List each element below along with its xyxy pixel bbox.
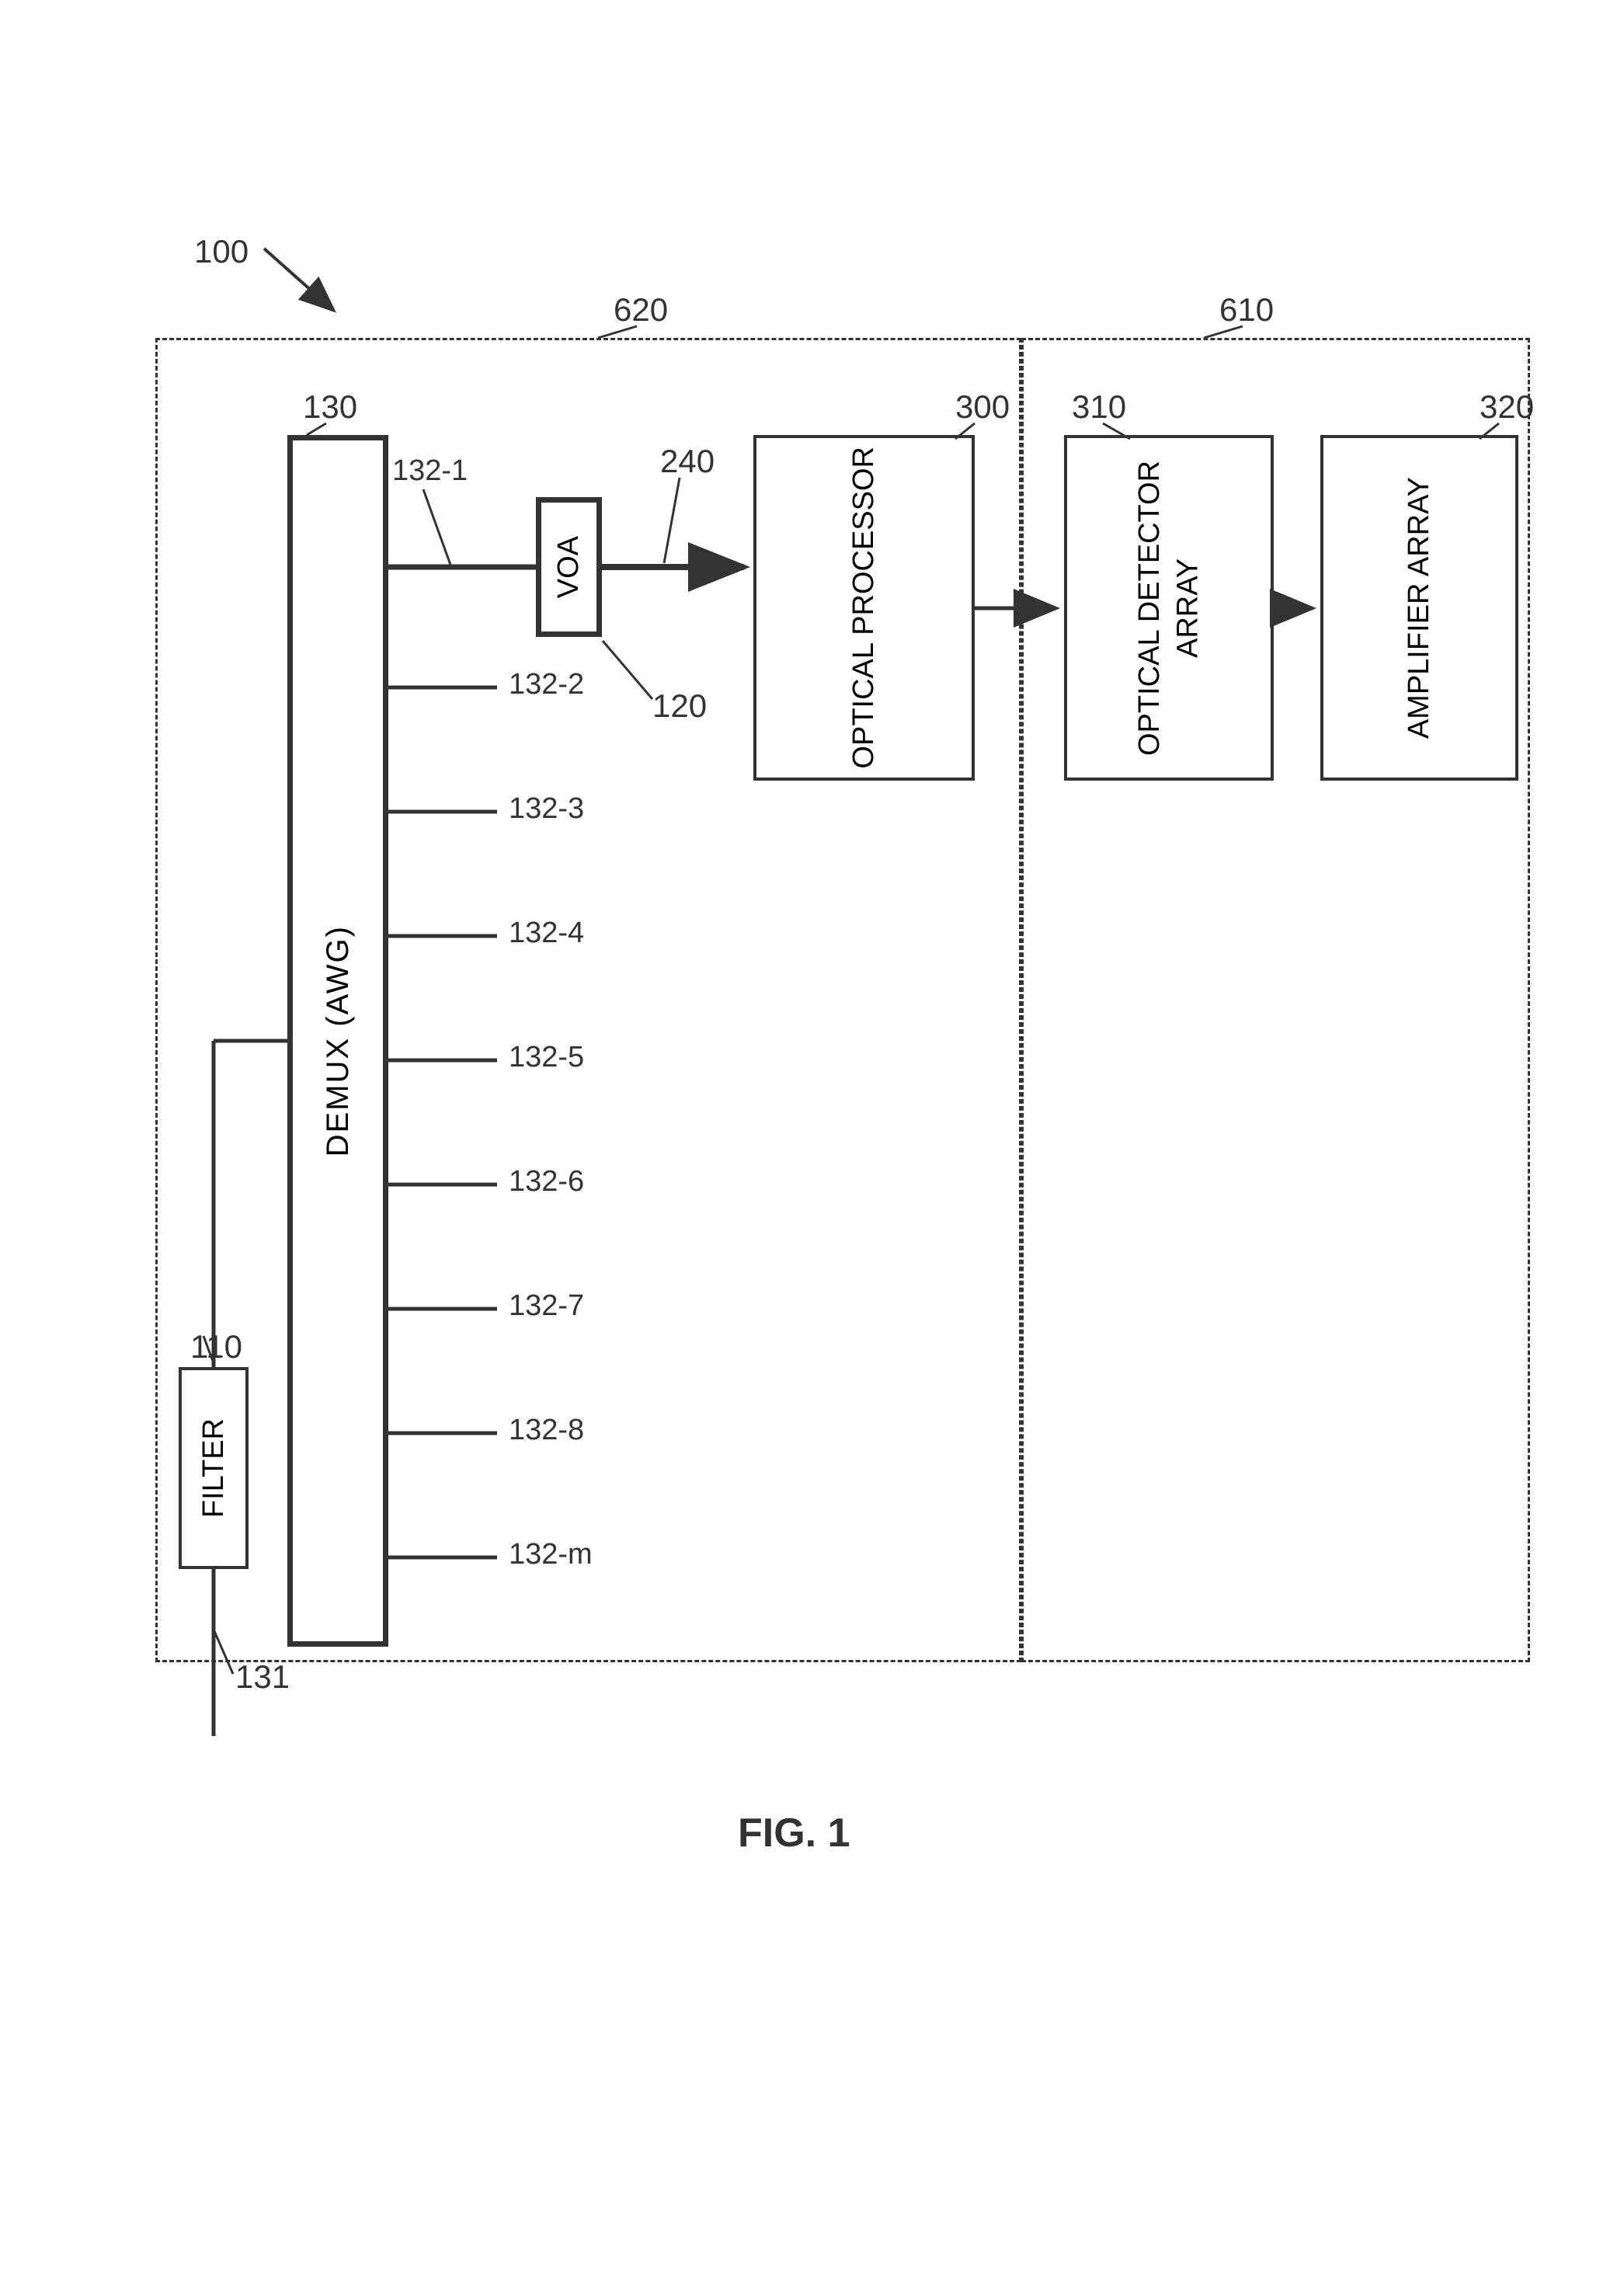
voa-ref: 120 (652, 687, 707, 725)
demux-out-132-6: 132-6 (509, 1165, 584, 1199)
region-610-label: 610 (1219, 291, 1274, 329)
demux-out-132-5: 132-5 (509, 1041, 584, 1074)
ref-131: 131 (235, 1658, 290, 1696)
voa-block: VOA (536, 497, 602, 637)
amplifier-ref: 320 (1480, 388, 1534, 426)
optical-detector-ref: 310 (1072, 388, 1126, 426)
demux-out-132-m: 132-m (509, 1538, 593, 1571)
demux-out-132-8: 132-8 (509, 1414, 584, 1447)
optical-processor-block: OPTICAL PROCESSOR (753, 435, 975, 781)
demux-out-132-4: 132-4 (509, 917, 584, 950)
demux-out-132-7: 132-7 (509, 1289, 584, 1323)
ref-240: 240 (660, 443, 715, 480)
demux-block: DEMUX (AWG) (287, 435, 388, 1647)
filter-block: FILTER (179, 1367, 249, 1569)
figure-label: FIG. 1 (738, 1810, 850, 1856)
demux-out-132-3: 132-3 (509, 792, 584, 826)
region-620-label: 620 (614, 291, 668, 329)
optical-detector-block: OPTICAL DETECTOR ARRAY (1064, 435, 1274, 781)
filter-ref: 110 (190, 1328, 242, 1366)
block-diagram: 100 620 610 FILTER 110 DEMUX (AWG) 130 V… (0, 0, 1624, 2272)
demux-out-132-2: 132-2 (509, 668, 584, 701)
figure-number: 100 (194, 233, 249, 270)
demux-ref: 130 (303, 388, 357, 426)
amplifier-block: AMPLIFIER ARRAY (1320, 435, 1518, 781)
ref-132-1: 132-1 (392, 454, 468, 488)
optical-processor-ref: 300 (955, 388, 1010, 426)
